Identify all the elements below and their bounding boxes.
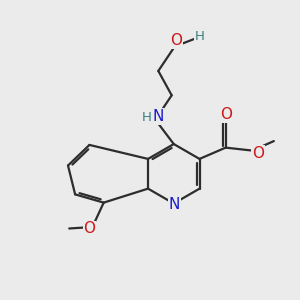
- Text: O: O: [252, 146, 264, 161]
- Text: O: O: [220, 107, 232, 122]
- Text: O: O: [83, 221, 95, 236]
- Text: N: N: [152, 109, 164, 124]
- Text: O: O: [170, 33, 182, 48]
- Text: H: H: [195, 30, 205, 43]
- Text: H: H: [142, 111, 152, 124]
- Text: N: N: [169, 196, 180, 211]
